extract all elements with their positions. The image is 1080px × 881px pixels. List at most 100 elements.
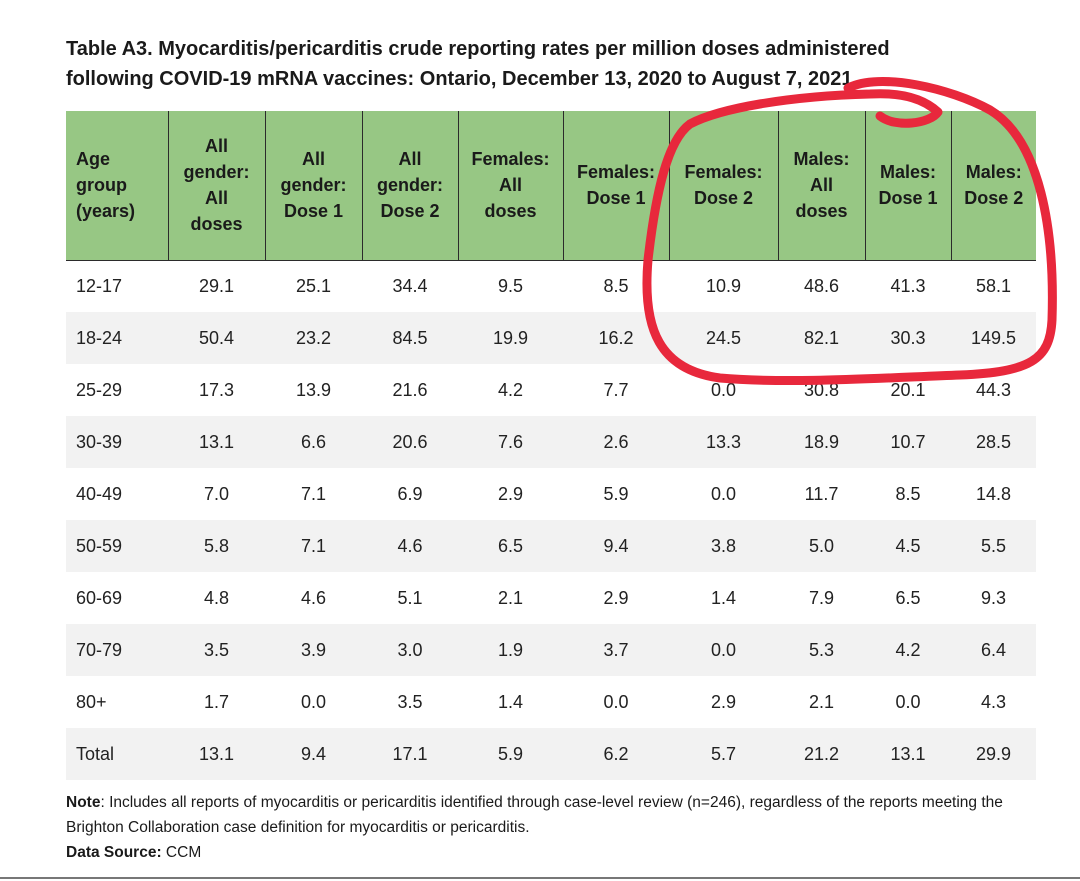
- data-source-label: Data Source:: [66, 844, 162, 861]
- table-cell: 13.3: [669, 416, 778, 468]
- table-cell: 82.1: [778, 312, 865, 364]
- column-header-line: gender:: [280, 175, 347, 196]
- column-header-line: Age: [76, 149, 111, 170]
- table-cell: 29.9: [951, 728, 1036, 780]
- table-cell: 6.6: [265, 416, 362, 468]
- table-title: Table A3. Myocarditis/pericarditis crude…: [66, 34, 1046, 94]
- table-cell: 4.2: [865, 624, 951, 676]
- column-header-1: All gender: All doses: [167, 111, 265, 260]
- table-cell: 7.7: [603, 380, 629, 400]
- column-header-line: Dose 1: [586, 188, 646, 209]
- column-header-line: Males:: [793, 149, 850, 170]
- table-cell: 5.9: [603, 484, 629, 504]
- table-cell: 1.4: [497, 692, 524, 712]
- row-age-group: 30-39: [66, 416, 168, 468]
- column-header-line: Dose 1: [878, 188, 938, 209]
- row-age-group: Total: [66, 728, 168, 780]
- table-note: Note: Includes all reports of myocarditi…: [66, 790, 1046, 865]
- column-header-line: Dose 1: [283, 201, 344, 222]
- table-cell: 3.5: [397, 692, 423, 712]
- table-cell: 3.7: [563, 624, 669, 676]
- table-cell: 4.3: [980, 692, 1007, 712]
- bottom-divider: [0, 877, 1080, 879]
- table-cell: 84.5: [362, 312, 458, 364]
- table-cell: 7.1: [265, 520, 362, 572]
- table-cell: 5.1: [397, 588, 423, 608]
- row-age-group: 80+: [76, 692, 107, 712]
- column-header-line: All: [398, 149, 422, 170]
- table-cell: 8.5: [563, 259, 669, 312]
- table-cell: 24.5: [669, 312, 778, 364]
- table-cell: 21.6: [392, 380, 428, 400]
- column-header-line: gender:: [183, 162, 250, 183]
- table-row: 25-29 17.3 13.9 21.6 4.2 7.7 0.0 30.8 20.1 44.3: [66, 364, 1036, 416]
- table-cell: 5.9: [458, 728, 563, 780]
- table-cell: 30.3: [865, 312, 951, 364]
- row-age-group: 50-59: [66, 520, 168, 572]
- table-cell: 7.0: [203, 484, 230, 504]
- table-cell: 10.9: [669, 259, 778, 312]
- column-header-line: All: [204, 188, 228, 209]
- table-cell: 4.6: [362, 520, 458, 572]
- table-cell: 17.1: [362, 728, 458, 780]
- column-header-9: Males: Dose 2: [950, 111, 1036, 260]
- table-cell: 14.8: [975, 484, 1012, 504]
- table-cell: 2.1: [497, 588, 524, 608]
- table-cell: 9.4: [265, 728, 362, 780]
- table-cell: 25.1: [265, 259, 362, 312]
- table-cell: 6.5: [458, 520, 563, 572]
- table-cell: 34.4: [362, 259, 458, 312]
- column-header-6: Females: Dose 2: [668, 111, 778, 260]
- table-cell: 58.1: [951, 259, 1036, 312]
- row-age-group: 18-24: [66, 312, 168, 364]
- table-cell: 16.2: [563, 312, 669, 364]
- table-cell: 2.9: [497, 484, 524, 504]
- data-source-line: Data Source: CCM: [66, 840, 1046, 865]
- column-header-line: All: [498, 175, 522, 196]
- table-cell: 48.6: [778, 259, 865, 312]
- table-cell: 4.2: [497, 380, 524, 400]
- table-cell: 2.9: [710, 692, 737, 712]
- table-cell: 4.5: [865, 520, 951, 572]
- table-row: 80+ 1.7 0.0 3.5 1.4 0.0 2.9 2.1 0.0 4.3: [66, 676, 1036, 728]
- column-header-7: Males: All doses: [777, 111, 865, 260]
- column-header-8: Males: Dose 1: [864, 111, 951, 260]
- table-cell: 44.3: [975, 380, 1012, 400]
- column-header-line: group: [76, 175, 127, 196]
- table-cell: 0.0: [603, 692, 629, 712]
- table-cell: 1.9: [458, 624, 563, 676]
- table-row: 30-39 13.1 6.6 20.6 7.6 2.6 13.3 18.9 10.7 28.5: [66, 416, 1036, 468]
- table-cell: 9.3: [980, 588, 1007, 608]
- table-cell: 3.0: [362, 624, 458, 676]
- table-cell: 7.6: [458, 416, 563, 468]
- table-cell: 13.1: [865, 728, 951, 780]
- table-body: 12-17 29.1 25.1 34.4 9.5 8.5 10.9 48.6 41.3 58.1 1…: [66, 259, 1036, 780]
- table-cell: 50.4: [168, 312, 265, 364]
- column-header-line: All: [809, 175, 833, 196]
- table-row: 18-24 50.4 23.2 84.5 19.9 16.2 24.5 82.1 30.3 149…: [66, 312, 1036, 364]
- column-header-line: Males:: [965, 162, 1022, 183]
- table-cell: 29.1: [168, 259, 265, 312]
- column-header-line: Males:: [879, 162, 937, 183]
- table-cell: 6.5: [895, 588, 921, 608]
- table-title-line-2: following COVID-19 mRNA vaccines: Ontari…: [66, 68, 853, 90]
- table-cell: 2.1: [808, 692, 835, 712]
- table-cell: 13.1: [168, 416, 265, 468]
- column-header-line: doses: [190, 214, 243, 235]
- row-age-group: 25-29: [76, 380, 123, 400]
- table-row: 70-79 3.5 3.9 3.0 1.9 3.7 0.0 5.3 4.2 6.4: [66, 624, 1036, 676]
- table-cell: 6.9: [397, 484, 423, 504]
- column-header-4: Females: All doses: [457, 111, 563, 260]
- column-header-5: Females: Dose 1: [562, 111, 669, 260]
- row-age-group: 70-79: [66, 624, 168, 676]
- table-cell: 5.7: [669, 728, 778, 780]
- row-age-group: 60-69: [76, 588, 123, 608]
- column-header-line: Females:: [576, 162, 656, 183]
- column-header-line: gender:: [376, 175, 443, 196]
- table-row: 60-69 4.8 4.6 5.1 2.1 2.9 1.4 7.9 6.5 9.3: [66, 572, 1036, 624]
- table-cell: 21.2: [778, 728, 865, 780]
- table-cell: 2.6: [563, 416, 669, 468]
- table-cell: 3.9: [265, 624, 362, 676]
- column-header-2: All gender: Dose 1: [264, 111, 362, 260]
- note-label: Note: [66, 794, 101, 811]
